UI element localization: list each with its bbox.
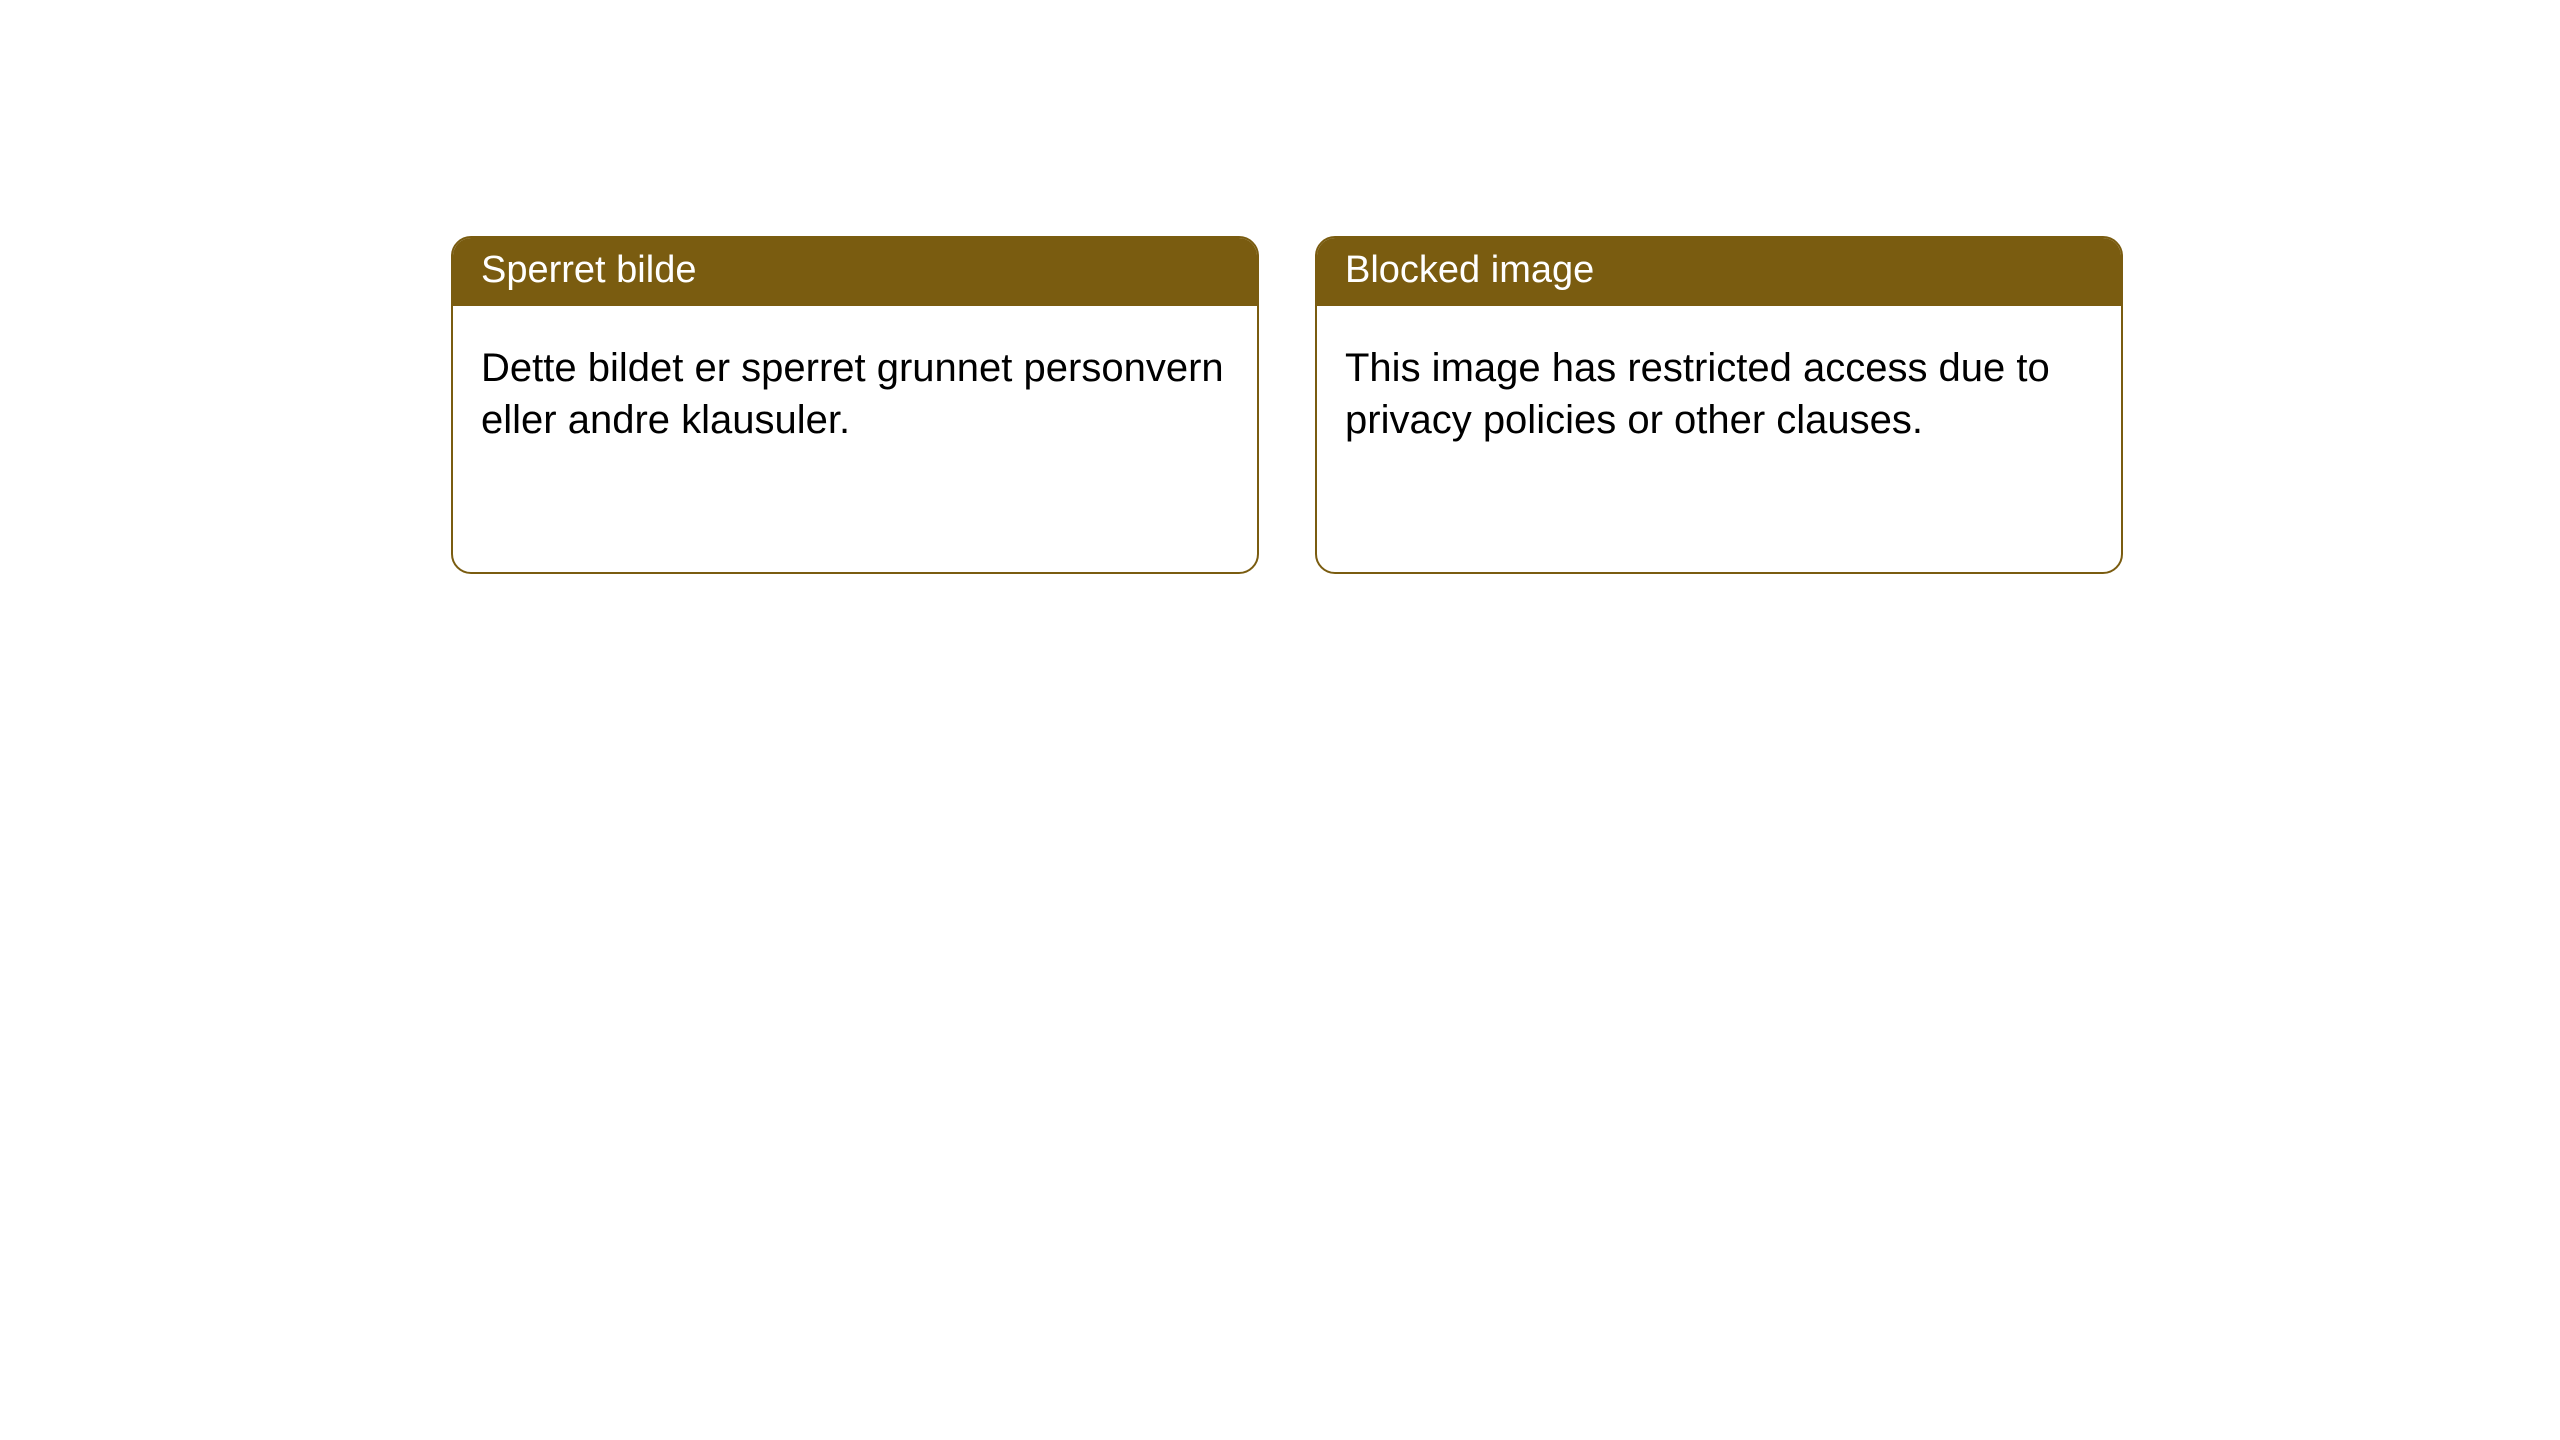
- notice-body: This image has restricted access due to …: [1317, 306, 2121, 482]
- notice-body-text: This image has restricted access due to …: [1345, 346, 2050, 442]
- notice-header: Sperret bilde: [453, 238, 1257, 306]
- notice-body: Dette bildet er sperret grunnet personve…: [453, 306, 1257, 482]
- notice-container: Sperret bilde Dette bildet er sperret gr…: [451, 236, 2123, 574]
- notice-box-norwegian: Sperret bilde Dette bildet er sperret gr…: [451, 236, 1259, 574]
- notice-body-text: Dette bildet er sperret grunnet personve…: [481, 346, 1224, 442]
- notice-title: Sperret bilde: [481, 249, 696, 291]
- notice-box-english: Blocked image This image has restricted …: [1315, 236, 2123, 574]
- notice-header: Blocked image: [1317, 238, 2121, 306]
- notice-title: Blocked image: [1345, 249, 1594, 291]
